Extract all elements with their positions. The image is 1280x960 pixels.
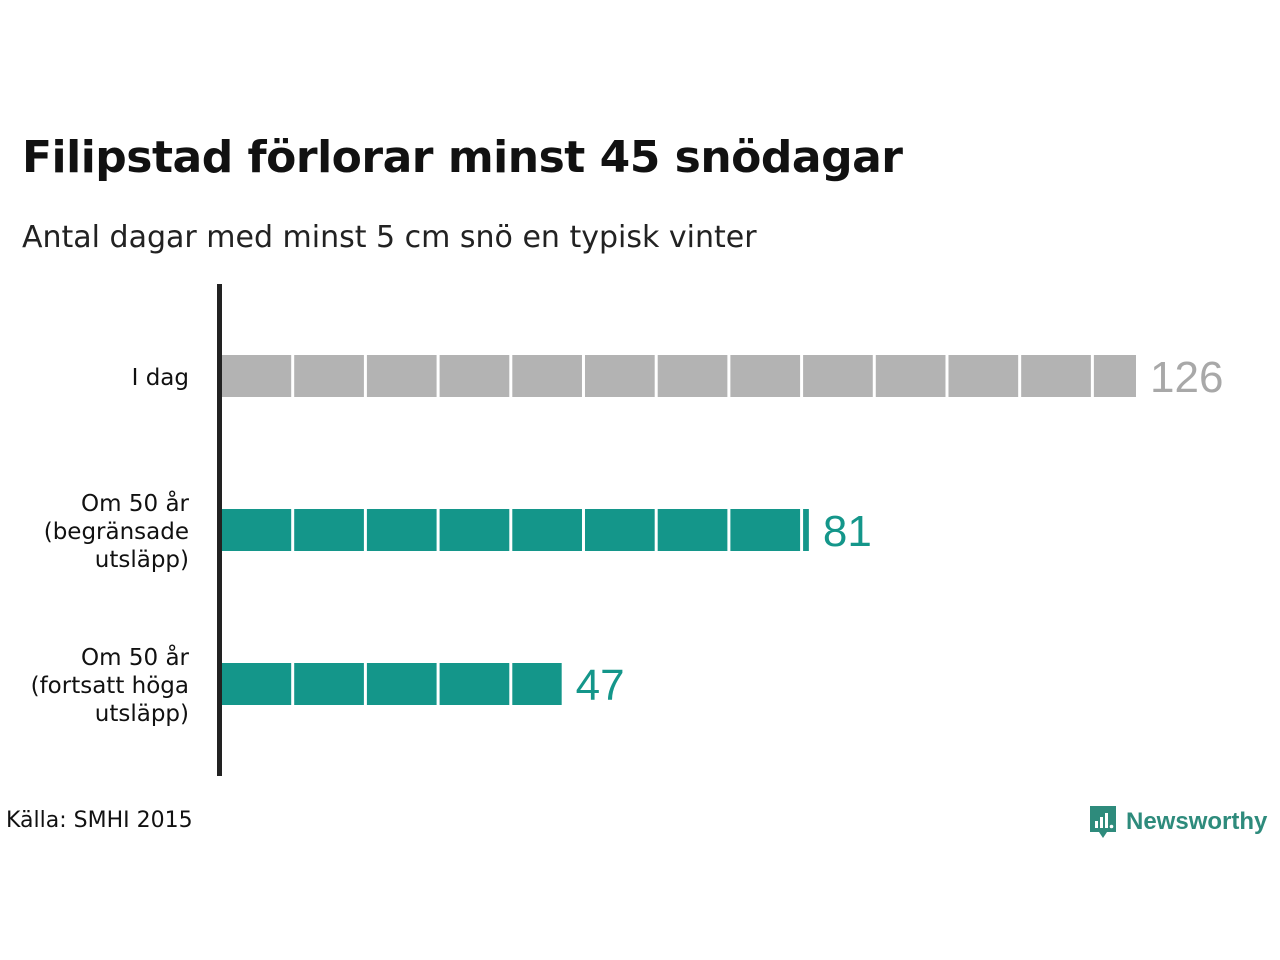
category-label: I dag [132,365,189,391]
value-label: 47 [576,661,625,710]
bar-segment-divider [800,509,804,551]
value-label: 126 [1150,353,1223,402]
bar [220,663,562,705]
bar-segment-divider [945,355,949,397]
brand-name: Newsworthy [1126,808,1268,835]
bar-segment-divider [291,509,295,551]
bar-segment-divider [509,509,513,551]
bar-segment-divider [509,663,513,705]
bar-segment-divider [363,509,367,551]
bar-segment-divider [800,355,804,397]
bar-segment-divider [654,355,658,397]
bar-segment-divider [1090,355,1094,397]
bar-segment-divider [727,355,731,397]
category-label: utsläpp) [95,547,189,573]
bar-segment-divider [1018,355,1022,397]
bar-segment-divider [581,355,585,397]
brand-logo[interactable]: Newsworthy [1088,804,1267,840]
bar-segment-divider [436,663,440,705]
bar-segment-divider [436,509,440,551]
category-label: Om 50 år [81,643,189,671]
category-label: (begränsade [44,519,189,545]
source-note: Källa: SMHI 2015 [6,808,193,833]
y-axis-line [217,284,222,776]
bar-segment-divider [291,355,295,397]
bar-segment-divider [581,509,585,551]
category-label: Om 50 år [81,489,189,517]
chart-title: Filipstad förlorar minst 45 snödagar [22,132,903,183]
bar [220,355,1136,397]
bar-segment-divider [872,355,876,397]
bar-segment-divider [436,355,440,397]
bar-segment-divider [727,509,731,551]
bar-segment-divider [509,355,513,397]
value-label: 81 [823,507,872,556]
bar [220,509,809,551]
bar-segment-divider [654,509,658,551]
bar-segment-divider [291,663,295,705]
bar-segment-divider [363,663,367,705]
bar-segment-divider [363,355,367,397]
newsworthy-logo-icon [1090,806,1116,838]
chart-subtitle: Antal dagar med minst 5 cm snö en typisk… [22,220,757,255]
category-label: (fortsatt höga [31,673,189,699]
category-label: utsläpp) [95,701,189,727]
